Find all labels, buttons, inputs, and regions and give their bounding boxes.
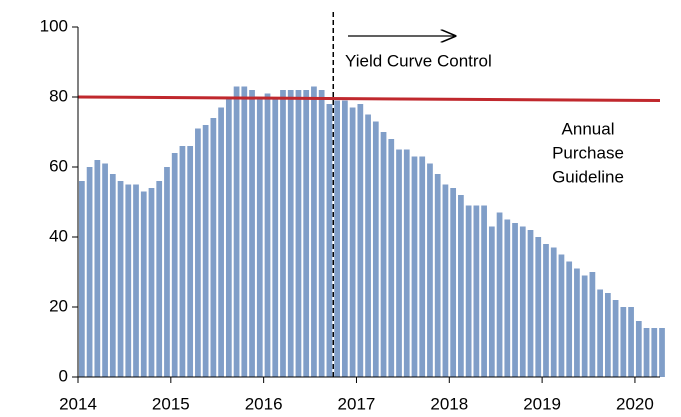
guideline — [77, 95, 661, 102]
bar — [295, 90, 302, 377]
bar — [148, 188, 155, 377]
annotation: Guideline — [552, 167, 624, 186]
bar — [496, 212, 503, 377]
bar — [427, 163, 433, 377]
bar — [202, 125, 209, 377]
bar — [195, 128, 201, 377]
bar — [171, 153, 178, 377]
y-tick-label: 40 — [49, 226, 68, 245]
annotation: Yield Curve Control — [345, 51, 492, 70]
bar — [94, 160, 101, 377]
x-tick-label: 2018 — [430, 394, 468, 413]
x-tick-label: 2017 — [338, 394, 376, 413]
bar — [218, 107, 224, 377]
bar — [264, 93, 271, 377]
bar — [225, 97, 232, 377]
bar — [341, 100, 348, 377]
bar — [117, 181, 124, 377]
bar — [372, 121, 379, 377]
bar — [249, 90, 255, 377]
bar — [620, 307, 627, 377]
bar — [488, 226, 495, 377]
bar — [349, 107, 356, 377]
bar — [419, 156, 426, 377]
bar — [597, 289, 603, 377]
bar — [535, 237, 542, 377]
bar — [558, 254, 565, 377]
bar — [187, 146, 194, 377]
x-tick-label: 2016 — [245, 394, 283, 413]
bar — [210, 118, 217, 377]
bar — [612, 300, 619, 377]
bar — [233, 86, 240, 377]
bar — [125, 184, 132, 377]
bar — [86, 167, 93, 377]
bar — [550, 247, 557, 377]
bar — [481, 205, 487, 377]
bar — [589, 272, 596, 377]
bar — [635, 321, 642, 377]
bar — [133, 184, 139, 377]
x-tick-label: 2019 — [523, 394, 561, 413]
bar — [241, 86, 248, 377]
y-tick-label: 20 — [49, 296, 68, 315]
annotation: Annual — [562, 119, 615, 138]
y-tick-label: 100 — [40, 16, 68, 35]
bar — [458, 195, 464, 377]
bar — [179, 146, 186, 377]
bar — [326, 104, 333, 377]
bar — [659, 328, 665, 377]
bar — [403, 149, 410, 377]
bar — [504, 219, 511, 377]
bar — [318, 90, 325, 377]
bar — [365, 114, 371, 377]
bar — [434, 174, 441, 377]
bar — [303, 90, 310, 377]
bar — [442, 184, 449, 377]
y-tick-label: 0 — [59, 366, 68, 385]
bar — [512, 223, 518, 377]
bar — [566, 261, 573, 377]
bar — [519, 226, 526, 377]
bar — [334, 100, 340, 377]
x-tick-label: 2014 — [59, 394, 97, 413]
y-tick-label: 60 — [49, 156, 68, 175]
bar — [380, 132, 387, 377]
bar — [280, 90, 286, 377]
x-tick-label: 2020 — [616, 394, 654, 413]
bar — [388, 139, 395, 377]
bar — [156, 181, 163, 377]
bar — [643, 328, 650, 377]
bar — [102, 163, 108, 377]
bar — [79, 181, 85, 377]
bar — [450, 188, 457, 377]
bar — [109, 174, 116, 377]
bar — [311, 86, 317, 377]
bar — [574, 268, 580, 377]
bar — [256, 97, 263, 377]
bar — [628, 307, 634, 377]
bar — [543, 244, 549, 377]
x-tick-label: 2015 — [152, 394, 190, 413]
bar — [651, 328, 658, 377]
bar — [357, 104, 364, 377]
bar — [604, 293, 611, 377]
bar — [164, 167, 170, 377]
bar — [465, 205, 472, 377]
bar — [140, 191, 147, 377]
bar — [581, 275, 588, 377]
bar — [527, 230, 534, 377]
bar — [411, 156, 418, 377]
annotation: Purchase — [552, 143, 624, 162]
bar — [272, 97, 279, 377]
bar — [287, 90, 294, 377]
bar — [473, 205, 480, 377]
y-tick-label: 80 — [49, 86, 68, 105]
bar — [396, 149, 402, 377]
